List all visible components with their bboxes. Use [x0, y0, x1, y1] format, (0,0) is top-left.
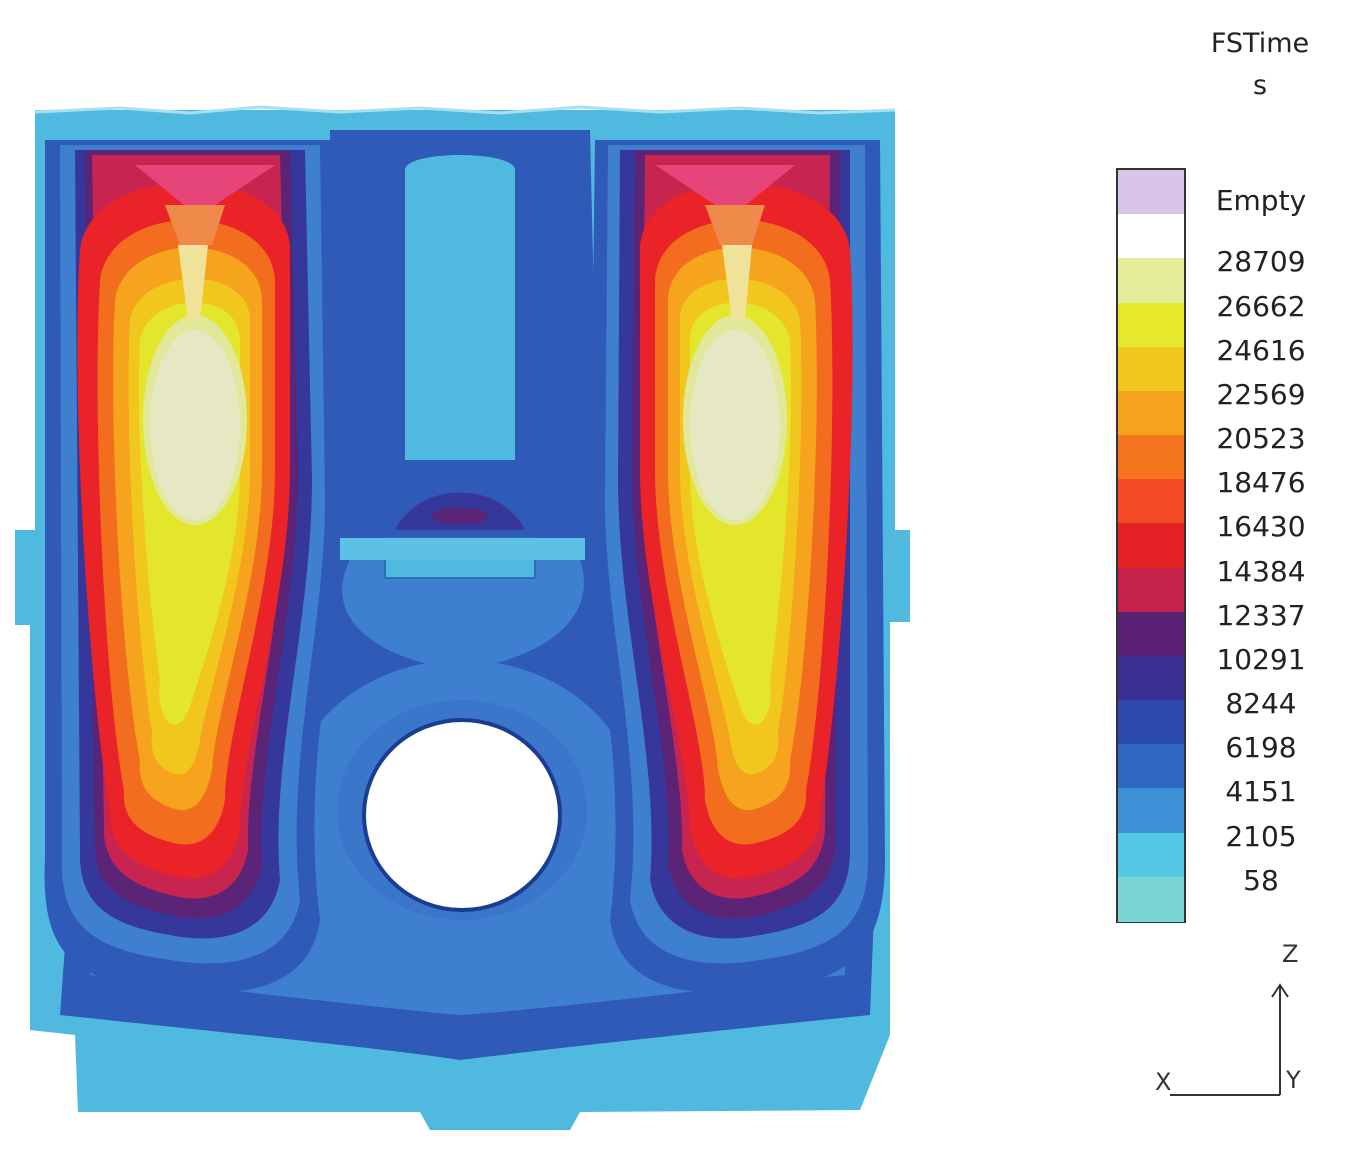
legend-empty-label: Empty	[1215, 183, 1307, 217]
legend-swatch	[1118, 744, 1184, 790]
casting-top-edge	[34, 105, 896, 115]
legend-swatch	[1118, 655, 1184, 701]
legend-swatch	[1118, 788, 1184, 834]
legend-value-label: 24616	[1216, 333, 1306, 367]
center-chill-flange	[340, 538, 585, 560]
triad-z-label: Z	[1282, 940, 1299, 968]
legend-swatch	[1118, 479, 1184, 524]
center-riser	[405, 155, 515, 460]
legend-value-label: 26662	[1216, 289, 1306, 323]
legend-value-label: 28709	[1216, 245, 1306, 279]
legend-swatch	[1118, 390, 1184, 436]
legend-title: FSTime	[1210, 28, 1310, 59]
legend-swatch	[1118, 876, 1184, 922]
legend-swatch	[1118, 214, 1184, 259]
legend-value-label: 6198	[1225, 731, 1297, 765]
legend-swatch	[1118, 523, 1184, 569]
legend-swatch	[1118, 611, 1184, 657]
right-hot-spot	[590, 140, 885, 994]
left-hot-spot	[44, 140, 341, 994]
legend-swatch	[1118, 832, 1184, 878]
legend-value-label: 8244	[1225, 687, 1297, 721]
legend-swatch	[1118, 258, 1184, 304]
legend-value-label: 14384	[1216, 554, 1306, 588]
legend-value-label: 18476	[1216, 466, 1306, 500]
center-neck-inner	[342, 560, 584, 670]
bore-hole	[362, 718, 562, 912]
legend-value-label: 20523	[1216, 422, 1306, 456]
legend-value-label: 58	[1243, 863, 1279, 897]
triad-y-label: Y	[1286, 1066, 1301, 1094]
legend-swatch	[1118, 435, 1184, 480]
legend-value-label: 16430	[1216, 510, 1306, 544]
legend-swatch	[1118, 700, 1184, 745]
legend-swatch	[1118, 302, 1184, 348]
legend-swatch	[1118, 170, 1184, 215]
axis-triad	[1170, 983, 1289, 1096]
legend-value-label: 2105	[1225, 819, 1297, 853]
legend-value-label: 4151	[1225, 775, 1297, 809]
legend-swatch	[1118, 567, 1184, 613]
legend-value-label: 22569	[1216, 377, 1306, 411]
center-dome-core	[432, 508, 488, 524]
solidification-time-contour-view	[15, 105, 910, 1130]
legend-unit: s	[1252, 70, 1268, 101]
triad-x-label: X	[1155, 1068, 1172, 1096]
color-scale-bar	[1116, 168, 1186, 923]
legend-value-label: 12337	[1216, 598, 1306, 632]
legend-value-label: 10291	[1216, 642, 1306, 676]
legend-swatch	[1118, 346, 1184, 392]
